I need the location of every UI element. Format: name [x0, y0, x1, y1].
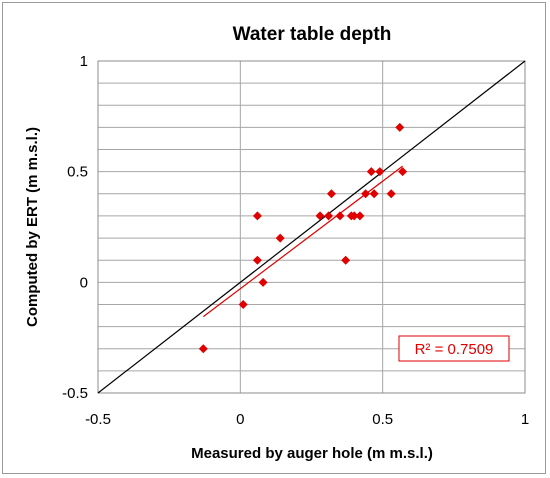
data-point — [375, 167, 385, 177]
x-axis-label: Measured by auger hole (m m.s.l.) — [191, 445, 433, 462]
data-point — [258, 277, 268, 287]
x-tick-label: -0.5 — [85, 411, 111, 428]
data-point — [366, 167, 376, 177]
data-point — [398, 167, 408, 177]
y-tick-label: 1 — [80, 53, 88, 70]
data-point — [275, 233, 285, 243]
data-point — [386, 189, 396, 199]
data-point — [326, 189, 336, 199]
data-point — [341, 255, 351, 265]
tick-labels: -0.5 0 0.5 1 -0.5 0 0.5 1 — [62, 53, 529, 428]
x-tick-label: 1 — [521, 411, 529, 428]
data-point — [252, 255, 262, 265]
data-point — [198, 344, 208, 354]
data-point — [324, 211, 334, 221]
y-axis-label: Computed by ERT (m m.s.l.) — [24, 127, 41, 327]
y-tick-label: -0.5 — [62, 385, 88, 402]
r2-annotation: R² = 0.7509 — [415, 341, 494, 358]
data-point — [369, 189, 379, 199]
y-tick-label: 0 — [80, 274, 88, 291]
x-tick-label: 0 — [236, 411, 244, 428]
plot-area-border — [97, 60, 526, 394]
data-point — [355, 211, 365, 221]
r2-annotation-box — [398, 335, 510, 362]
data-point — [238, 299, 248, 309]
y-tick-label: 0.5 — [67, 164, 88, 181]
reference-line-1to1 — [97, 60, 526, 394]
data-points — [198, 122, 408, 354]
data-point — [395, 122, 405, 132]
data-point — [252, 211, 262, 221]
trendline — [202, 165, 403, 318]
data-point — [361, 189, 371, 199]
data-point — [349, 211, 359, 221]
chart-title: Water table depth — [233, 24, 392, 45]
x-tick-label: 0.5 — [372, 411, 393, 428]
data-point — [335, 211, 345, 221]
data-point — [315, 211, 325, 221]
